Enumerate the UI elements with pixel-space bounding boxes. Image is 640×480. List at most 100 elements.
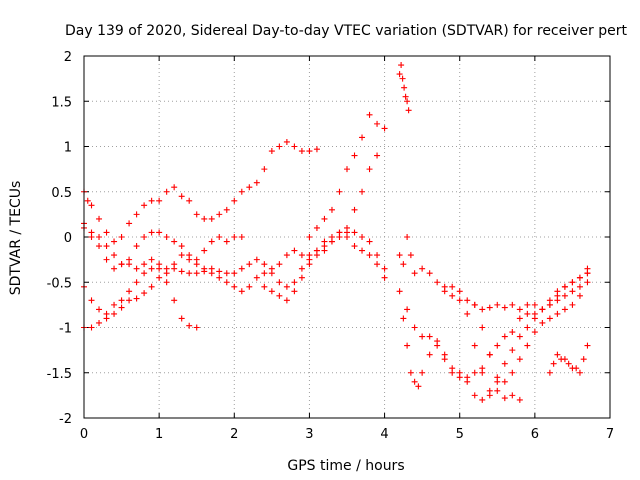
data-point — [479, 324, 486, 331]
y-tick-labels: -2 -1.5 -1 -0.5 0 0.5 1 1.5 2 — [47, 50, 72, 427]
data-point — [261, 270, 268, 277]
data-point — [103, 229, 110, 236]
data-point — [396, 252, 403, 259]
data-point — [419, 265, 426, 272]
series-s14 — [546, 342, 591, 376]
x-tick-label: 5 — [456, 427, 464, 442]
data-point — [569, 301, 576, 308]
x-tick-label: 4 — [380, 427, 388, 442]
data-point — [494, 301, 501, 308]
data-point — [366, 111, 373, 118]
data-point — [156, 274, 163, 281]
data-point — [464, 297, 471, 304]
data-point — [298, 265, 305, 272]
data-point — [471, 369, 478, 376]
data-point — [156, 197, 163, 204]
chart-title: Day 139 of 2020, Sidereal Day-to-day VTE… — [65, 23, 627, 39]
data-point — [565, 360, 572, 367]
data-point — [276, 279, 283, 286]
plot-frame — [83, 55, 611, 419]
series-s7 — [261, 152, 381, 304]
data-point — [479, 396, 486, 403]
data-point — [193, 261, 200, 268]
data-point — [524, 324, 531, 331]
data-point — [576, 283, 583, 290]
y-axis-label: SDTVAR / TECUs — [8, 181, 24, 296]
data-point — [246, 184, 253, 191]
series-s5 — [81, 224, 388, 295]
data-point — [126, 220, 133, 227]
data-point — [268, 148, 275, 155]
data-point — [141, 290, 148, 297]
data-point — [201, 265, 208, 272]
data-point — [351, 243, 358, 250]
data-point — [96, 306, 103, 313]
data-point — [576, 369, 583, 376]
data-point — [456, 369, 463, 376]
data-point — [546, 315, 553, 322]
data-point — [283, 138, 290, 145]
data-point — [171, 297, 178, 304]
data-point — [261, 283, 268, 290]
data-point — [261, 261, 268, 268]
data-point — [111, 301, 118, 308]
data-point — [426, 270, 433, 277]
data-point — [539, 306, 546, 313]
data-point — [148, 265, 155, 272]
data-point — [501, 304, 508, 311]
data-point — [486, 387, 493, 394]
series-s9 — [396, 234, 591, 313]
data-point — [321, 215, 328, 222]
data-point — [283, 283, 290, 290]
y-tick-label: 1.5 — [51, 95, 72, 110]
data-point — [306, 148, 313, 155]
data-point — [374, 252, 381, 259]
data-point — [88, 324, 95, 331]
data-point — [531, 315, 538, 322]
data-point — [509, 347, 516, 354]
data-point — [133, 211, 140, 218]
data-point — [313, 146, 320, 153]
data-point — [426, 351, 433, 358]
data-point — [366, 238, 373, 245]
data-point — [576, 292, 583, 299]
data-point — [456, 297, 463, 304]
data-point — [509, 369, 516, 376]
data-point — [96, 319, 103, 326]
data-point — [404, 98, 411, 105]
data-point — [359, 134, 366, 141]
data-point — [516, 396, 523, 403]
data-point — [156, 229, 163, 236]
data-point — [163, 265, 170, 272]
data-point — [231, 197, 238, 204]
data-point — [351, 152, 358, 159]
data-point — [253, 274, 260, 281]
data-point — [456, 288, 463, 295]
data-point — [163, 188, 170, 195]
data-point — [546, 369, 553, 376]
data-point — [554, 351, 561, 358]
data-point — [509, 329, 516, 336]
data-point — [313, 252, 320, 259]
data-point — [186, 256, 193, 263]
x-tick-label: 7 — [606, 427, 614, 442]
data-point — [163, 279, 170, 286]
data-point — [141, 270, 148, 277]
x-tick-label: 6 — [531, 427, 539, 442]
data-point — [396, 288, 403, 295]
x-tick-label: 2 — [230, 427, 238, 442]
data-point — [246, 283, 253, 290]
data-point — [298, 274, 305, 281]
data-point — [405, 107, 412, 114]
data-point — [118, 234, 125, 240]
data-point — [580, 356, 587, 363]
data-point — [411, 378, 418, 385]
data-point — [208, 270, 215, 277]
series-s6 — [306, 111, 388, 240]
data-point — [103, 243, 110, 250]
data-point — [103, 315, 110, 322]
data-point — [201, 247, 208, 254]
data-point — [261, 166, 268, 173]
y-tick-label: 0 — [64, 231, 72, 246]
